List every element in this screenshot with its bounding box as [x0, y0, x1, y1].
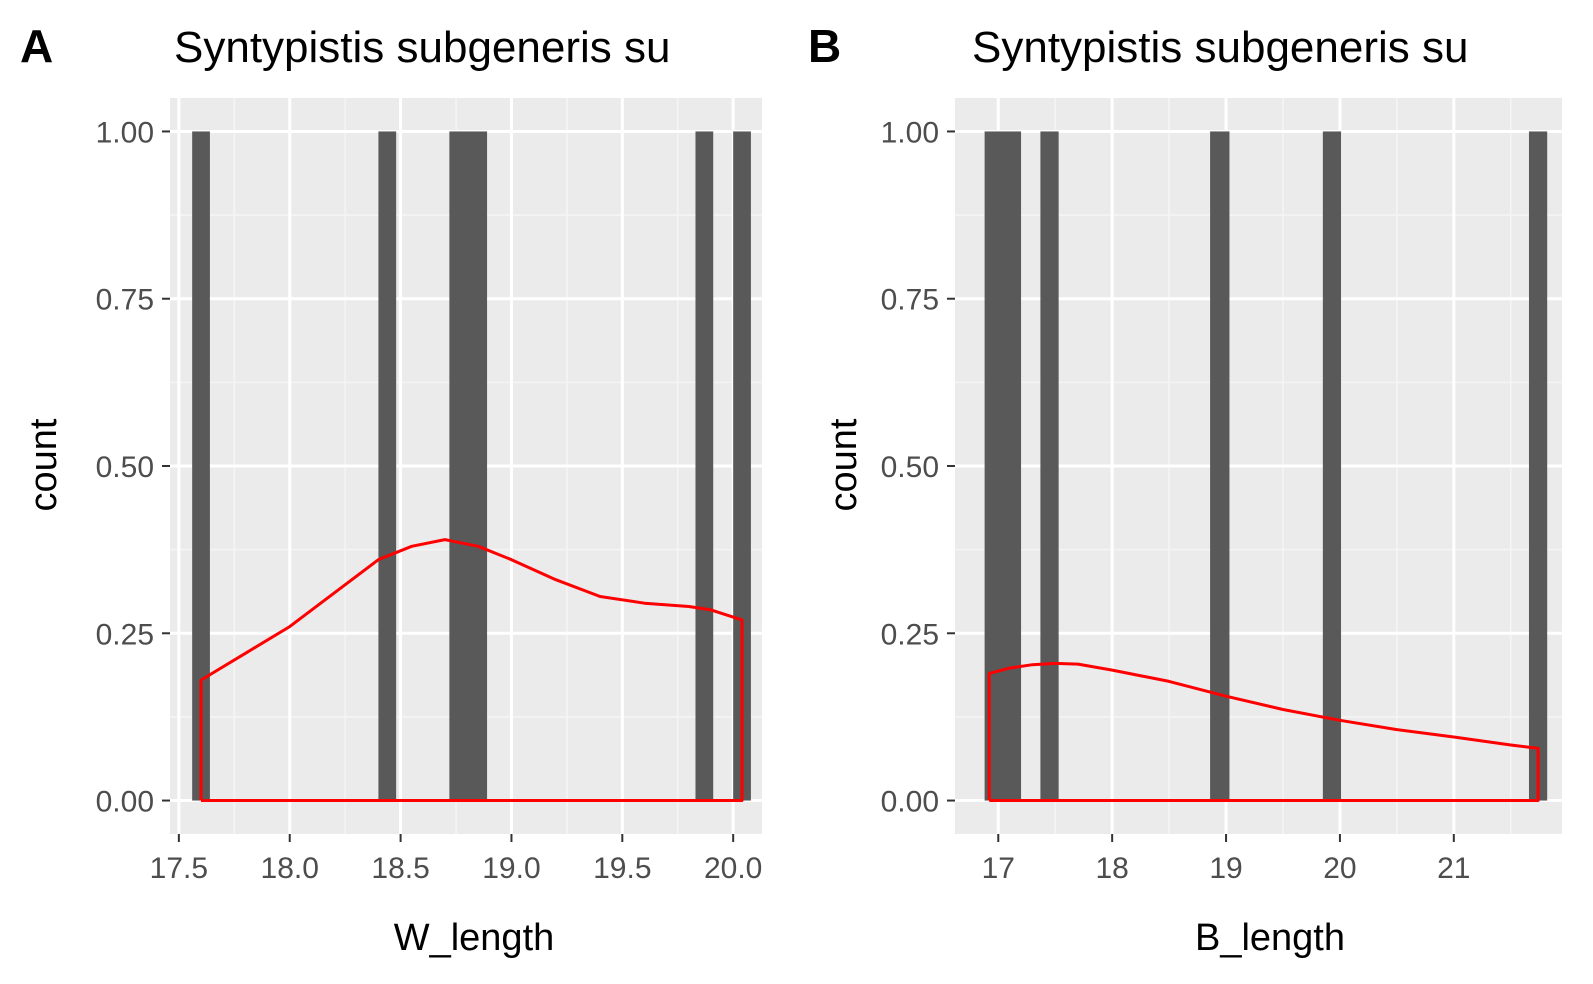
panel-b: B Syntypistis subgeneris su 17 18 19 20 21 0.…: [808, 20, 1562, 959]
panel-a-histogram-bar: [378, 131, 397, 801]
panel-a-title: Syntypistis subgeneris su: [174, 23, 670, 72]
panel-a-y-tick-label: 0.00: [96, 786, 154, 819]
panel-b-histogram-bar: [1210, 131, 1230, 801]
panel-a: A Syntypistis subgeneris su 17.5 18.0 18.5…: [20, 20, 762, 959]
panel-a-y-tick-label: 0.25: [96, 618, 154, 651]
panel-a-histogram-bar: [695, 131, 714, 801]
panel-a-histogram-bar: [192, 131, 210, 801]
panel-b-histogram-bar: [1040, 131, 1059, 801]
panel-b-histogram-bar: [1322, 131, 1342, 801]
panel-a-x-tick-label: 18.5: [371, 852, 429, 885]
panel-b-x-tick-label: 20: [1323, 852, 1356, 885]
panel-b-x-axis-title: B_length: [1195, 917, 1345, 959]
panel-a-x-tick-label: 19.0: [482, 852, 540, 885]
panel-a-y-tick-label: 0.75: [96, 284, 154, 317]
panel-b-y-tick-label: 1.00: [881, 116, 939, 149]
panel-b-y-axis-title: count: [823, 418, 865, 511]
panel-a-y-axis-title: count: [23, 418, 65, 511]
panel-a-x-axis-title: W_length: [394, 917, 555, 959]
panel-a-histogram-bar: [449, 131, 488, 801]
panel-a-histogram-bar: [733, 131, 751, 801]
panel-a-x-tick-label: 20.0: [704, 852, 762, 885]
panel-b-x-tick-label: 18: [1095, 852, 1128, 885]
panel-a-x-tick-label: 19.5: [593, 852, 651, 885]
panel-b-x-tick-label: 19: [1209, 852, 1242, 885]
panel-b-y-tick-label: 0.00: [881, 786, 939, 819]
panel-a-y-tick-label: 0.50: [96, 451, 154, 484]
panel-a-plot-area: 17.5 18.0 18.5 19.0 19.5 20.0 0.00 0.25 0.50 0.75…: [96, 98, 762, 885]
panel-b-y-tick-label: 0.50: [881, 451, 939, 484]
panel-a-y-tick-label: 1.00: [96, 116, 154, 149]
panel-b-tag: B: [808, 20, 841, 72]
panel-b-x-tick-label: 17: [982, 852, 1015, 885]
panel-a-x-tick-label: 17.5: [150, 852, 208, 885]
panel-a-density-curve: [199, 538, 744, 802]
panel-b-y-tick-label: 0.75: [881, 284, 939, 317]
panel-b-plot-area: 17 18 19 20 21 0.00 0.25 0.50 0.75 1.00: [881, 98, 1562, 885]
panel-b-histogram-bar: [1528, 131, 1548, 801]
panel-b-x-tick-label: 21: [1437, 852, 1470, 885]
panel-b-title: Syntypistis subgeneris su: [972, 23, 1468, 72]
panel-b-y-tick-label: 0.25: [881, 618, 939, 651]
panel-a-x-tick-label: 18.0: [261, 852, 319, 885]
panel-a-tag: A: [20, 20, 53, 72]
panel-b-density-curve: [987, 661, 1540, 802]
